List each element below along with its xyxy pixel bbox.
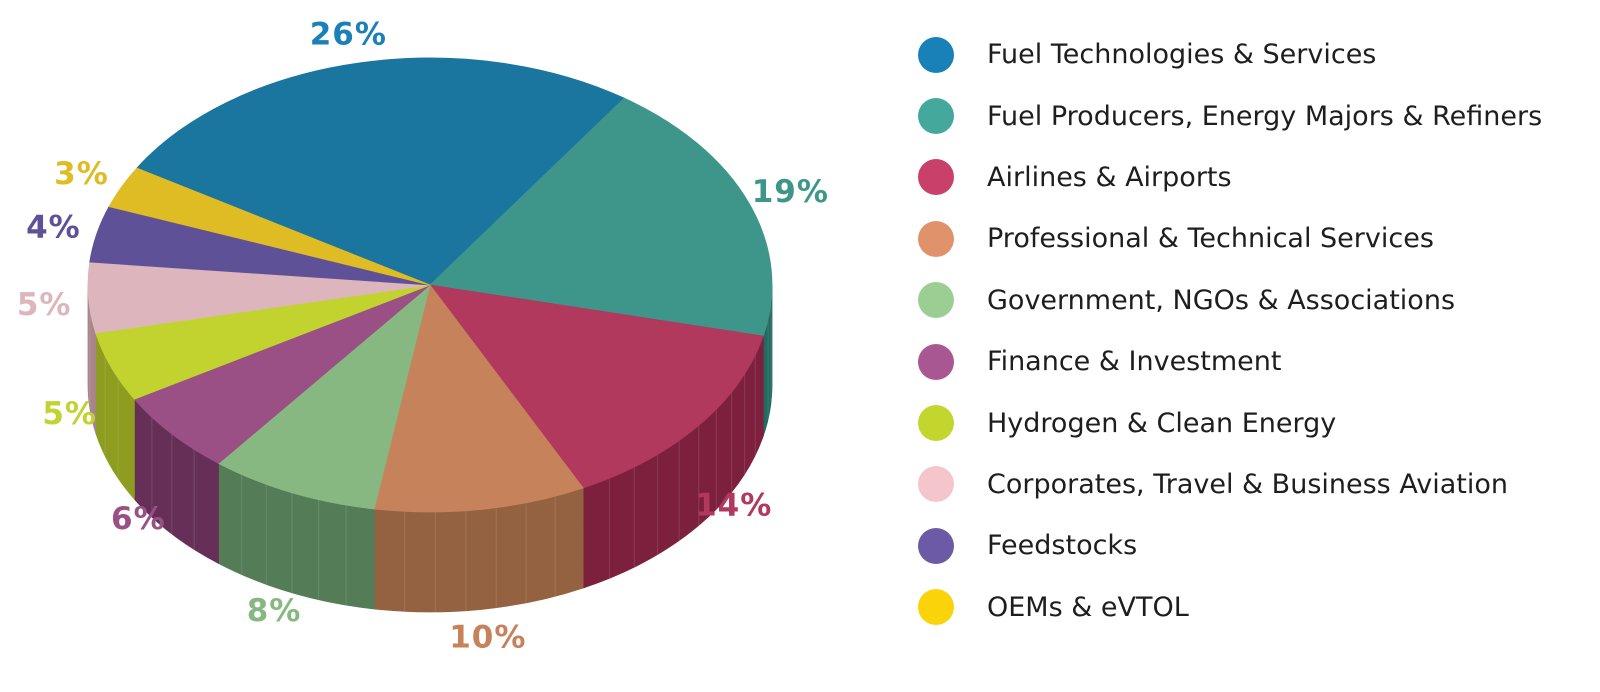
- legend-label: Airlines & Airports: [987, 161, 1232, 193]
- pie-slice-9: [108, 167, 431, 286]
- slice-label-0: 26%: [310, 16, 387, 52]
- slice-label-9: 3%: [54, 156, 109, 192]
- pie-slice-4: [217, 283, 431, 510]
- pie-slice-2: [429, 284, 764, 489]
- legend-swatch: [918, 159, 954, 196]
- pie-slice-5: [133, 284, 431, 464]
- slice-label-5: 6%: [111, 501, 166, 537]
- legend-label: Corporates, Travel & Business Aviation: [987, 468, 1508, 500]
- pie-top: [87, 57, 773, 513]
- legend-swatch: [918, 220, 954, 257]
- legend-label: Finance & Investment: [987, 346, 1282, 378]
- legend-label: Professional & Technical Services: [987, 223, 1434, 255]
- pie-slice-0: [136, 57, 625, 286]
- legend-item: Airlines & Airports: [918, 147, 1598, 208]
- slice-label-3: 10%: [449, 620, 526, 656]
- legend: Fuel Technologies & Services Fuel Produce…: [918, 24, 1598, 638]
- legend-item: Corporates, Travel & Business Aviation: [918, 454, 1598, 515]
- slice-label-7: 5%: [17, 287, 72, 323]
- legend-item: OEMs & eVTOL: [918, 577, 1598, 638]
- slice-label-4: 8%: [247, 593, 302, 629]
- slice-label-1: 19%: [752, 174, 829, 210]
- legend-swatch: [918, 98, 954, 135]
- legend-label: Fuel Producers, Energy Majors & Refiners: [987, 100, 1543, 132]
- legend-item: Fuel Producers, Energy Majors & Refiners: [918, 85, 1598, 146]
- legend-item: Finance & Investment: [918, 331, 1598, 392]
- legend-item: Hydrogen & Clean Energy: [918, 392, 1598, 453]
- legend-swatch: [918, 282, 954, 319]
- legend-swatch: [918, 405, 954, 442]
- slice-label-2: 14%: [695, 487, 772, 523]
- legend-label: OEMs & eVTOL: [987, 591, 1189, 623]
- legend-swatch: [918, 589, 954, 626]
- pie-slice-1: [429, 97, 773, 337]
- legend-label: Fuel Technologies & Services: [987, 39, 1377, 71]
- legend-item: Government, NGOs & Associations: [918, 270, 1598, 331]
- legend-swatch: [918, 527, 954, 564]
- legend-swatch: [918, 36, 954, 73]
- pie-sides: [87, 284, 773, 613]
- legend-swatch: [918, 343, 954, 380]
- slice-label-6: 5%: [42, 396, 97, 432]
- pie-slice-3: [373, 284, 584, 513]
- legend-label: Hydrogen & Clean Energy: [987, 407, 1337, 439]
- legend-item: Fuel Technologies & Services: [918, 24, 1598, 85]
- pie-chart-svg: 26% 19% 14% 10% 8% 6% 5% 5% 4% 3%: [17, 16, 829, 656]
- legend-item: Feedstocks: [918, 515, 1598, 576]
- pie-labels: 26% 19% 14% 10% 8% 6% 5% 5% 4% 3%: [17, 16, 829, 656]
- legend-label: Government, NGOs & Associations: [987, 284, 1456, 316]
- legend-swatch: [918, 466, 954, 503]
- legend-item: Professional & Technical Services: [918, 208, 1598, 269]
- slice-label-8: 4%: [26, 209, 81, 245]
- legend-label: Feedstocks: [987, 530, 1138, 562]
